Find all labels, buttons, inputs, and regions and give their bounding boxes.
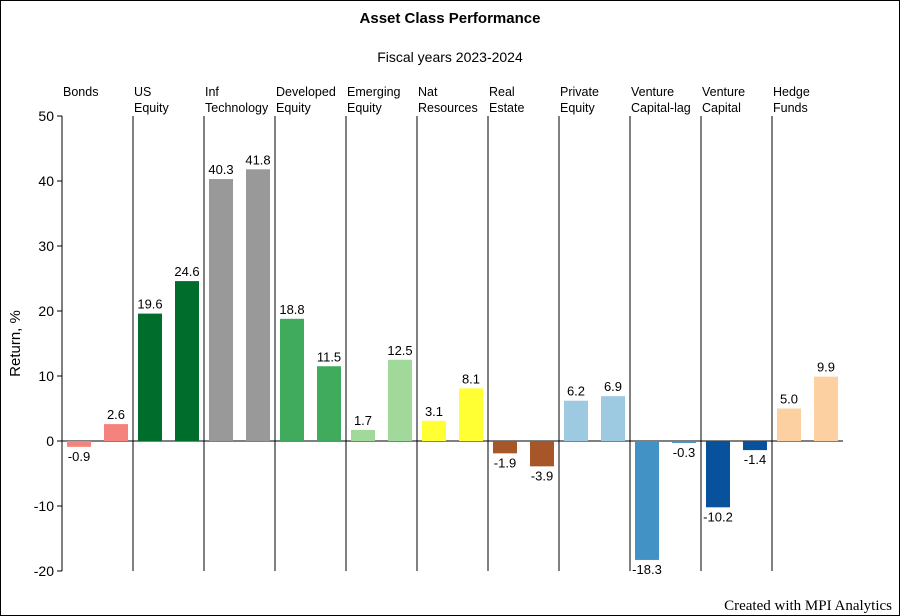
y-tick-label: -20 (34, 563, 54, 579)
bar (246, 169, 270, 442)
data-label: -1.9 (494, 455, 516, 470)
data-label: 11.5 (317, 349, 341, 364)
chart-title: Asset Class Performance (359, 10, 541, 27)
bar (493, 441, 517, 454)
data-label: -3.9 (531, 468, 553, 483)
data-label: 8.1 (462, 371, 480, 386)
data-label: 6.9 (604, 379, 622, 394)
data-label: 41.8 (245, 152, 270, 167)
data-label: 24.6 (174, 264, 199, 279)
bar (388, 359, 412, 441)
group-label: Developed Equity (276, 85, 336, 115)
bar (814, 376, 838, 441)
data-label: -18.3 (632, 562, 662, 577)
data-label: -10.2 (703, 509, 733, 524)
group-label: Bonds (63, 85, 98, 99)
bar (138, 313, 162, 441)
chart-subtitle: Fiscal years 2023-2024 (377, 49, 523, 65)
data-label: 9.9 (817, 360, 835, 375)
bar (209, 179, 233, 442)
data-label: 6.2 (567, 384, 585, 399)
bar (743, 441, 767, 451)
group-label: Venture Capital-lag (631, 85, 691, 115)
bar (175, 281, 199, 441)
y-tick-label: 50 (38, 108, 54, 124)
bar (351, 429, 375, 441)
y-tick-label: 0 (46, 433, 54, 449)
bar (601, 396, 625, 441)
data-label: 40.3 (208, 162, 233, 177)
credit-text: Created with MPI Analytics (724, 598, 892, 614)
bar (777, 408, 801, 441)
data-label: 19.6 (137, 297, 162, 312)
bar (635, 441, 659, 560)
bar (422, 420, 446, 441)
y-axis-title: Return, % (7, 310, 24, 377)
y-tick-label: 40 (38, 173, 54, 189)
y-tick-label: -10 (34, 498, 54, 514)
data-label: 3.1 (425, 404, 443, 419)
bar (280, 318, 304, 441)
bar (564, 400, 588, 441)
group-label: Hedge Funds (773, 85, 810, 115)
bar (530, 441, 554, 467)
data-label: 2.6 (107, 407, 125, 422)
group-label: Venture Capital (702, 85, 745, 115)
data-label: 12.5 (387, 343, 412, 358)
y-tick-label: 30 (38, 238, 54, 254)
bar (706, 441, 730, 508)
group-label: Emerging Equity (347, 85, 401, 115)
group-label: US Equity (134, 85, 169, 115)
group-label: Nat Resources (418, 85, 478, 115)
bar (67, 441, 91, 447)
bar (672, 441, 696, 443)
bar (459, 388, 483, 441)
group-label: Inf Technology (205, 85, 269, 115)
group-label: Private Equity (560, 85, 599, 115)
group-label: Real Estate (489, 85, 524, 115)
data-label: 1.7 (354, 413, 372, 428)
data-label: 5.0 (780, 392, 798, 407)
data-label: -1.4 (744, 452, 766, 467)
y-tick-label: 10 (38, 368, 54, 384)
bar (104, 424, 128, 441)
y-tick-label: 20 (38, 303, 54, 319)
data-label: -0.9 (68, 449, 90, 464)
bar (317, 366, 341, 441)
data-label: -0.3 (673, 445, 695, 460)
data-label: 18.8 (279, 302, 304, 317)
